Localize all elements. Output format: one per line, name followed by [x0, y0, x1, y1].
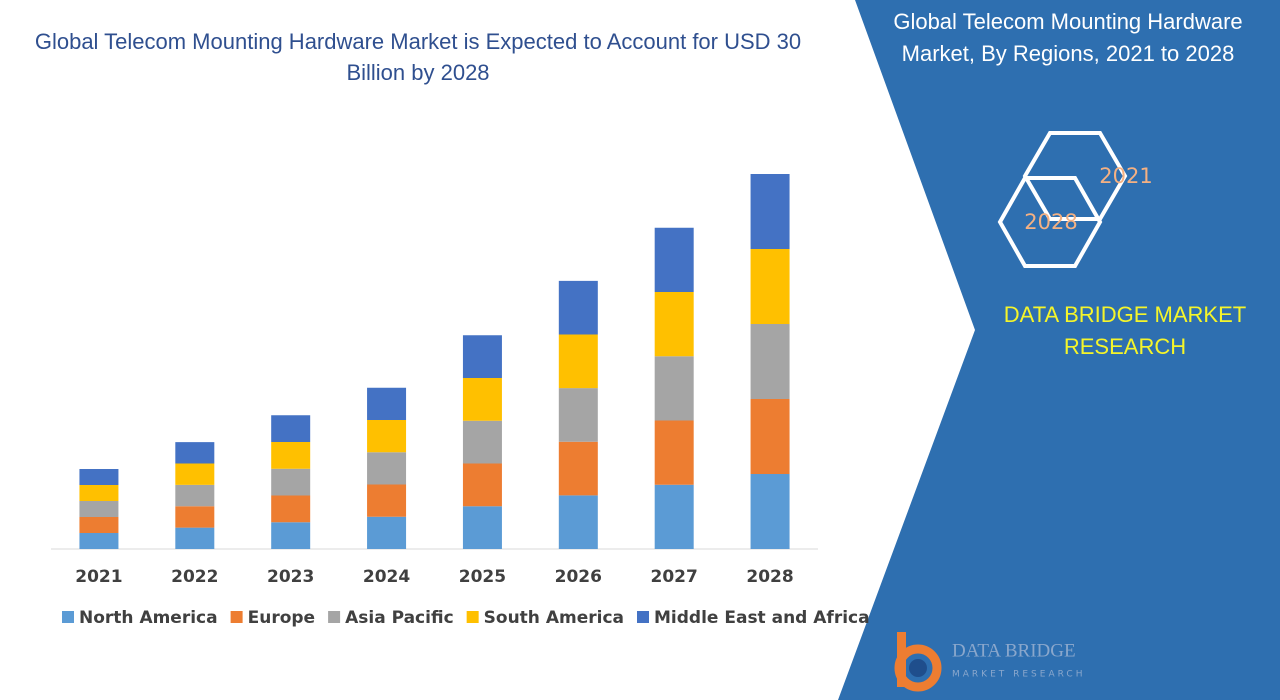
bar-segment — [558, 388, 598, 442]
bar-segment — [462, 420, 502, 464]
legend-swatch — [466, 611, 479, 623]
x-tick-label: 2021 — [75, 567, 122, 587]
bar-segment — [271, 415, 311, 442]
bar-segment — [558, 441, 598, 496]
legend-swatch — [62, 611, 74, 623]
bar-segment — [271, 495, 311, 523]
x-tick-label: 2025 — [459, 567, 506, 587]
logo-mark — [894, 644, 942, 692]
bar-segment — [79, 517, 119, 533]
bar-segment — [367, 516, 407, 549]
legend-swatch — [230, 611, 243, 623]
bar-segment — [462, 463, 502, 507]
bar-segment — [654, 420, 694, 485]
logo-name: DATA BRIDGE — [952, 640, 1076, 661]
bar-segment — [79, 485, 119, 501]
chart-title: Global Telecom Mounting Hardware Market … — [34, 29, 802, 85]
bar-segment — [367, 387, 407, 420]
bar-segment — [750, 474, 790, 549]
bar-segment — [271, 468, 311, 496]
bar-segment — [462, 378, 502, 421]
hexagon — [1022, 131, 1128, 221]
hexagon — [997, 176, 1103, 268]
bar-segment — [367, 484, 407, 517]
bar-segment — [654, 227, 694, 292]
bar-segment — [175, 463, 215, 485]
logo-tagline: MARKET RESEARCH — [952, 670, 1085, 680]
legend-label: North America — [79, 608, 218, 628]
bar-segment — [367, 452, 407, 485]
bar-segment — [271, 442, 311, 469]
bar-segment — [750, 174, 790, 249]
bar-segment — [462, 506, 502, 549]
x-tick-label: 2022 — [171, 567, 218, 587]
legend-label: Asia Pacific — [345, 608, 454, 628]
bar-segment — [558, 280, 598, 335]
bar-segment — [654, 484, 694, 549]
bar-segment — [79, 533, 119, 549]
bar-segment — [750, 249, 790, 324]
legend-label: Middle East and Africa — [654, 608, 870, 628]
bar-segment — [750, 324, 790, 399]
x-tick-label: 2024 — [363, 567, 410, 587]
bar-segment — [271, 522, 311, 549]
legend-swatch — [637, 611, 649, 623]
legend-label: South America — [484, 608, 624, 628]
bar-segment — [367, 420, 407, 453]
bar-segment — [654, 356, 694, 421]
x-tick-label: 2026 — [555, 567, 602, 587]
logo-mark — [909, 659, 927, 677]
side-panel-background — [838, 0, 1280, 700]
bar-segment — [175, 527, 215, 549]
bar-segment — [175, 442, 215, 464]
bar-segment — [558, 495, 598, 549]
bar-segment — [558, 334, 598, 389]
x-tick-label: 2023 — [267, 567, 314, 587]
panel-title: Global Telecom Mounting Hardware Market,… — [893, 9, 1243, 66]
bar-segment — [175, 506, 215, 528]
bar-segment — [750, 399, 790, 474]
logo: DATA BRIDGE MARKET RESEARCH — [894, 632, 1085, 692]
panel-brand: DATA BRIDGE MARKET RESEARCH — [1003, 302, 1247, 359]
hexagon-label: 2021 — [1099, 164, 1152, 188]
legend-swatch — [328, 611, 341, 623]
legend-label: Europe — [248, 608, 315, 628]
bar-segment — [175, 484, 215, 507]
bar-segment — [654, 292, 694, 357]
bar-segment — [79, 469, 119, 485]
x-tick-label: 2027 — [651, 567, 698, 587]
x-tick-label: 2028 — [746, 567, 793, 587]
bar-segment — [79, 501, 119, 517]
bar-segment — [462, 335, 502, 378]
hexagon-label: 2028 — [1024, 210, 1077, 234]
